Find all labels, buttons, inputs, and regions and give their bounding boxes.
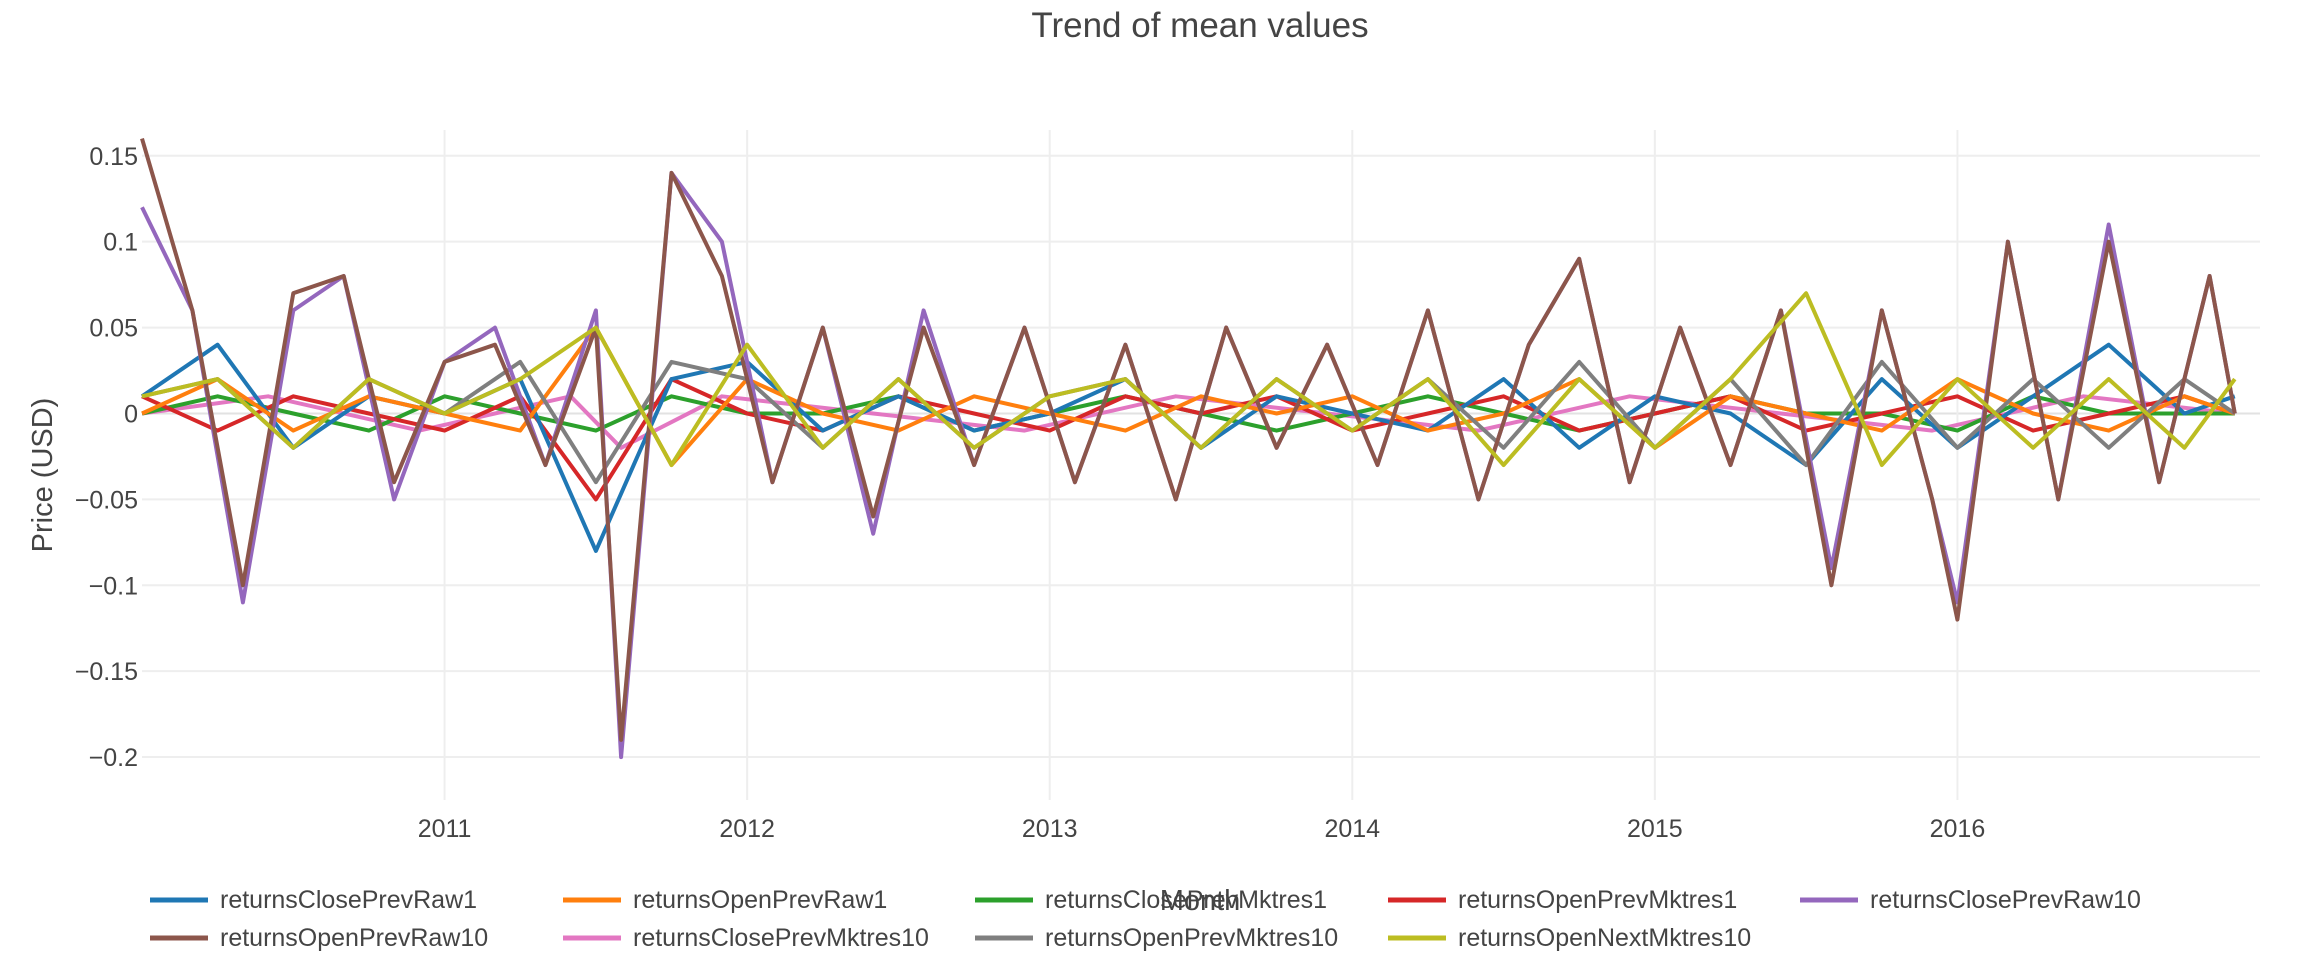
legend-item-returnsClosePrevRaw10[interactable]: returnsClosePrevRaw10 xyxy=(1800,886,2141,914)
legend-label: returnsOpenPrevRaw1 xyxy=(633,886,887,914)
legend-label: returnsOpenPrevMktres1 xyxy=(1458,886,1737,914)
chart-title: Trend of mean values xyxy=(1031,6,1368,45)
series-line-returnsOpenPrevRaw1 xyxy=(141,325,2236,467)
series-line-returnsOpenNextMktres10 xyxy=(141,291,2237,467)
y-tick-label: −0.2 xyxy=(89,744,138,772)
y-tick-label: 0.05 xyxy=(89,315,138,343)
series-line-returnsClosePrevRaw1 xyxy=(140,342,2236,553)
y-tick-label: −0.15 xyxy=(75,658,138,686)
series-lines xyxy=(140,138,2237,760)
legend-item-returnsOpenPrevRaw10[interactable]: returnsOpenPrevRaw10 xyxy=(150,924,488,952)
x-tick-label: 2013 xyxy=(1022,815,1078,843)
x-tick-label: 2011 xyxy=(418,815,472,843)
y-tick-label: 0 xyxy=(124,400,138,428)
y-tick-label: 0.15 xyxy=(89,143,138,171)
legend-item-returnsOpenPrevMktres10[interactable]: returnsOpenPrevMktres10 xyxy=(975,924,1338,952)
legend-label: returnsClosePrevRaw10 xyxy=(1870,886,2141,914)
legend-item-returnsClosePrevRaw1[interactable]: returnsClosePrevRaw1 xyxy=(150,886,477,914)
legend-label: returnsClosePrevRaw1 xyxy=(220,886,477,914)
x-tick-label: 2015 xyxy=(1627,815,1683,843)
legend-item-returnsOpenPrevRaw1[interactable]: returnsOpenPrevRaw1 xyxy=(563,886,887,914)
x-tick-label: 2016 xyxy=(1930,815,1986,843)
y-tick-label: −0.05 xyxy=(75,486,138,514)
legend-label: returnsClosePrevMktres10 xyxy=(633,924,929,952)
y-axis-ticks: 0.15 0.1 0.05 0 −0.05 −0.1 −0.15 −0.2 xyxy=(75,143,138,772)
legend[interactable]: returnsClosePrevRaw1 returnsOpenPrevRaw1 r… xyxy=(150,886,2141,952)
legend-item-returnsClosePrevMktres10[interactable]: returnsClosePrevMktres10 xyxy=(563,924,929,952)
y-tick-label: −0.1 xyxy=(89,572,138,600)
x-tick-label: 2012 xyxy=(719,815,775,843)
legend-label: returnsClosePrevMktres1 xyxy=(1045,886,1327,914)
legend-item-returnsClosePrevMktres1[interactable]: returnsClosePrevMktres1 xyxy=(975,886,1327,914)
x-axis-ticks: 2011 2012 2013 2014 2015 2016 xyxy=(418,815,1986,843)
y-axis-title: Price (USD) xyxy=(27,398,59,553)
series-line-returnsOpenPrevRaw10 xyxy=(140,138,2237,742)
legend-item-returnsOpenNextMktres10[interactable]: returnsOpenNextMktres10 xyxy=(1388,924,1751,952)
legend-label: returnsOpenNextMktres10 xyxy=(1458,924,1751,952)
legend-label: returnsOpenPrevRaw10 xyxy=(220,924,488,952)
legend-label: returnsOpenPrevMktres10 xyxy=(1045,924,1338,952)
series-line-returnsClosePrevRaw10 xyxy=(140,170,2237,760)
y-tick-label: 0.1 xyxy=(103,229,138,257)
x-axis-title: Month xyxy=(1160,885,1241,917)
grid xyxy=(142,130,2260,800)
x-tick-label: 2014 xyxy=(1324,815,1380,843)
legend-item-returnsOpenPrevMktres1[interactable]: returnsOpenPrevMktres1 xyxy=(1388,886,1737,914)
